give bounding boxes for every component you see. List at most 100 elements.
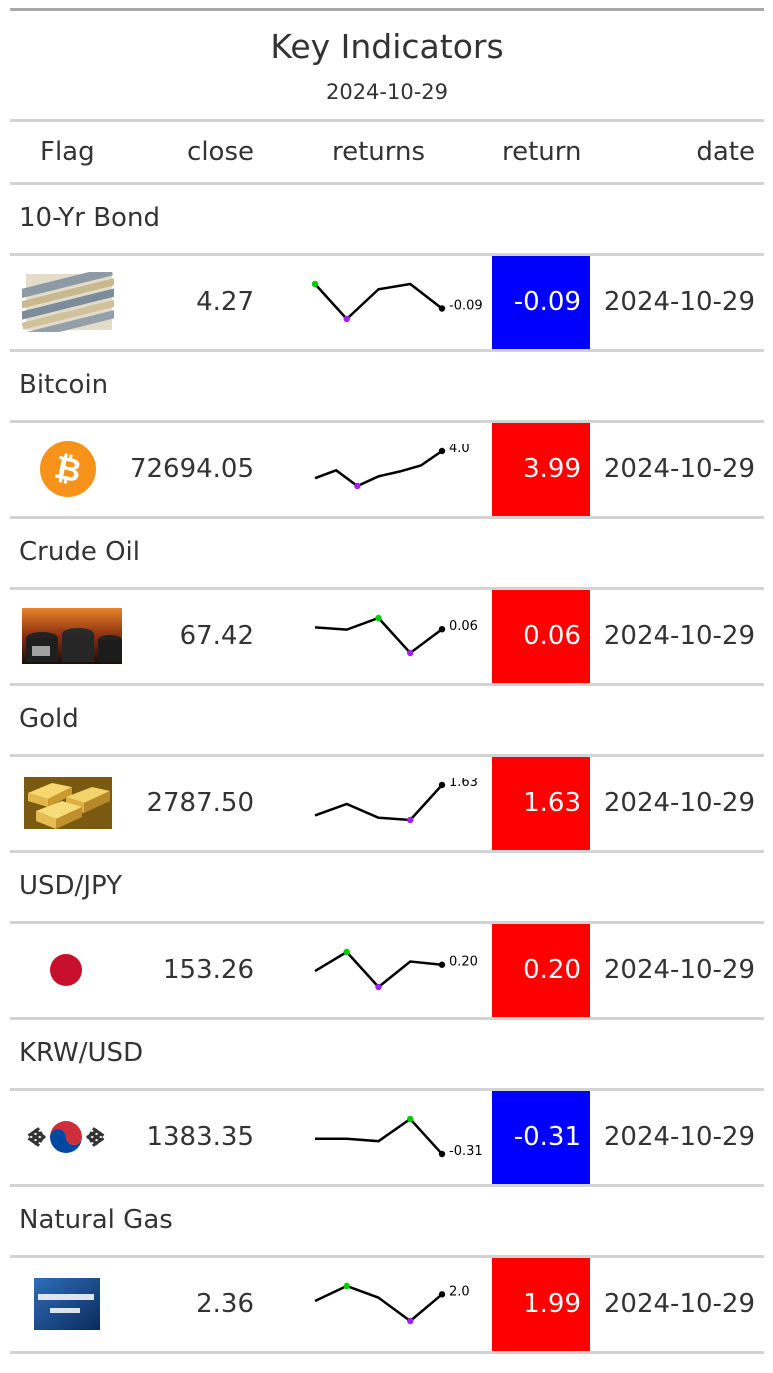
sparkline-last-label: 0.06: [449, 619, 478, 634]
table-subtitle: 2024-10-29: [325, 80, 449, 104]
return-value: -0.31: [492, 1091, 590, 1184]
date-value: 2024-10-29: [603, 1122, 755, 1152]
sparkline-last-point: [438, 305, 446, 312]
group-label: USD/JPY: [19, 871, 122, 901]
sparkline-last-label: 2.0: [449, 1284, 470, 1299]
returns-sparkline: -0.09: [311, 280, 483, 323]
sparkline-path: [314, 784, 443, 822]
gold-bars-icon: [22, 773, 114, 833]
bond-certificates-icon: [13, 266, 124, 341]
japan-flag-icon: [22, 940, 114, 1000]
group-label: Bitcoin: [19, 370, 109, 400]
table-row: 2.36 2.0 1.99 2024-10-29: [10, 1258, 764, 1351]
sparkline-last-point: [438, 626, 446, 633]
bitcoin-icon: ₿: [22, 439, 114, 499]
group-label: Gold: [19, 704, 79, 734]
sparkline-low-point: [354, 482, 361, 490]
sparkline-path: [314, 950, 443, 989]
group-header-row: Bitcoin: [10, 352, 764, 420]
return-value: 1.63: [492, 757, 590, 850]
group-header-row: 10-Yr Bond: [10, 185, 764, 253]
return-value: 0.20: [492, 924, 590, 1017]
table-body: 10-Yr Bond 4.27 -0.09 -0.09 2024-10-29 Bitcoi…: [10, 185, 764, 1354]
table-row: 1383.35 -0.31 -0.31 2024-10-29: [10, 1091, 764, 1184]
row-divider: [10, 683, 764, 686]
sparkline-last-point: [438, 961, 446, 968]
date-value: 2024-10-29: [603, 287, 755, 317]
group-header-row: KRW/USD: [10, 1020, 764, 1088]
sparkline-high-point: [343, 1282, 350, 1290]
table-row: 2787.50 1.63 1.63 2024-10-29: [10, 757, 764, 850]
sparkline-last-label: -0.09: [449, 299, 483, 314]
close-value: 2.36: [196, 1289, 254, 1319]
date-value: 2024-10-29: [603, 955, 755, 985]
close-value: 2787.50: [146, 788, 254, 818]
sparkline-low-point: [375, 983, 382, 991]
sparkline-last-label: 0.20: [449, 955, 478, 970]
close-value: 1383.35: [146, 1122, 254, 1152]
returns-sparkline: 4.0: [314, 444, 470, 490]
sparkline-low-point: [407, 1317, 414, 1325]
close-value: 67.42: [179, 621, 254, 651]
close-value: 4.27: [196, 287, 254, 317]
sparkline-low-point: [407, 816, 414, 824]
sparkline-last-label: -0.31: [449, 1144, 483, 1159]
group-label: KRW/USD: [19, 1038, 144, 1068]
table-row: 4.27 -0.09 -0.09 2024-10-29: [10, 256, 764, 349]
row-divider: [10, 1184, 764, 1187]
header-top-rule: [10, 119, 764, 122]
returns-sparkline: 0.20: [314, 948, 478, 991]
sparkline-last-point: [438, 1150, 446, 1158]
sparkline-last-label: 1.63: [449, 778, 478, 790]
returns-sparkline: 2.0: [314, 1282, 470, 1325]
sparkline-last-point: [438, 781, 446, 789]
sparkline-last-point: [438, 1291, 446, 1298]
sparkline-path: [314, 282, 443, 321]
close-value: 153.26: [163, 955, 254, 985]
natural-gas-icon: [22, 1274, 114, 1334]
return-value: 1.99: [492, 1258, 590, 1351]
group-label: 10-Yr Bond: [19, 203, 160, 233]
date-value: 2024-10-29: [603, 788, 755, 818]
table-row: 153.26 0.20 0.20 2024-10-29: [10, 924, 764, 1017]
group-label: Crude Oil: [19, 537, 140, 567]
row-divider: [10, 1255, 764, 1258]
group-header-row: Crude Oil: [10, 519, 764, 587]
row-divider: [10, 754, 764, 757]
sparkline-path: [314, 616, 443, 655]
row-divider: [10, 921, 764, 924]
top-rule: [10, 8, 764, 11]
korea-flag-icon: [22, 1107, 114, 1167]
close-value: 72694.05: [129, 454, 254, 484]
sparkline-path: [314, 449, 443, 488]
column-header-flag: Flag: [40, 137, 95, 167]
row-divider: [10, 1017, 764, 1020]
row-divider: [10, 587, 764, 590]
row-divider: [10, 1351, 764, 1354]
date-value: 2024-10-29: [603, 454, 755, 484]
date-value: 2024-10-29: [603, 621, 755, 651]
table-row: 67.42 0.06 0.06 2024-10-29: [10, 590, 764, 683]
sparkline-low-point: [343, 315, 350, 323]
return-value: 3.99: [492, 423, 590, 516]
header-bottom-rule: [10, 182, 764, 185]
group-header-row: Natural Gas: [10, 1187, 764, 1255]
sparkline-low-point: [407, 649, 414, 657]
row-divider: [10, 850, 764, 853]
sparkline-high-point: [407, 1115, 414, 1123]
sparkline-last-label: 4.0: [449, 444, 470, 456]
table-row: ₿ 72694.05 4.0 3.99 2024-10-29: [10, 423, 764, 516]
row-divider: [10, 420, 764, 423]
sparkline-high-point: [375, 614, 382, 622]
row-divider: [10, 516, 764, 519]
sparkline-high-point: [343, 948, 350, 956]
returns-sparkline: 0.06: [314, 614, 478, 657]
row-divider: [10, 253, 764, 256]
date-value: 2024-10-29: [603, 1289, 755, 1319]
column-header-return: return: [502, 137, 582, 167]
return-value: -0.09: [492, 256, 590, 349]
return-value: 0.06: [492, 590, 590, 683]
sparkline-high-point: [311, 280, 319, 288]
returns-sparkline: -0.31: [315, 1115, 483, 1159]
sparkline-path: [315, 1117, 443, 1155]
